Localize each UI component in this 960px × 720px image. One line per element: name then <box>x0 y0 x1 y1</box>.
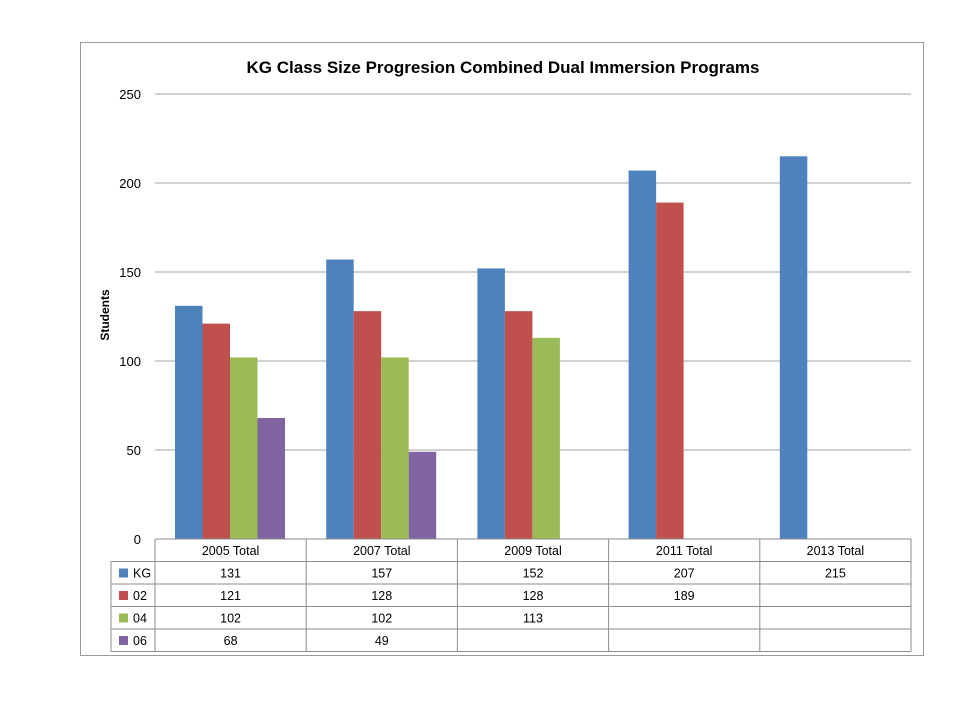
y-tick-labels: 0 50 100 150 200 250 <box>119 87 141 547</box>
data-value: 207 <box>674 567 695 581</box>
data-table: 2005 Total 2007 Total 2009 Total 2011 Total… <box>110 538 912 652</box>
category-label: 2009 Total <box>504 544 561 558</box>
data-value: 189 <box>674 589 695 603</box>
y-tick-label: 200 <box>119 176 141 191</box>
legend-key-04 <box>119 613 128 623</box>
bar-06-2005-total <box>257 417 285 539</box>
chart-title: KG Class Size Progresion Combined Dual I… <box>247 58 760 77</box>
data-value: 152 <box>523 567 544 581</box>
bar-KG-2013-total <box>779 156 808 540</box>
y-tick-label: 150 <box>119 265 141 280</box>
category-label: 2007 Total <box>353 544 410 558</box>
data-value: 128 <box>371 589 392 603</box>
chart-frame: KG Class Size Progresion Combined Dual I… <box>80 42 924 656</box>
chart-svg: KG Class Size Progresion Combined Dual I… <box>98 58 912 652</box>
legend-key-02 <box>119 591 128 600</box>
y-axis-label: Students <box>98 289 112 341</box>
data-value: 128 <box>523 589 544 603</box>
data-value: 121 <box>220 589 241 603</box>
bar-04-2007-total <box>381 357 409 539</box>
bar-02-2007-total <box>353 311 382 539</box>
bar-KG-2007-total <box>326 259 354 539</box>
bar-04-2005-total <box>230 357 258 539</box>
y-tick-label: 100 <box>119 354 141 369</box>
category-label: 2013 Total <box>807 544 864 558</box>
series-label: 04 <box>133 612 147 626</box>
bar-04-2009-total <box>532 337 560 539</box>
data-value: 49 <box>375 634 389 648</box>
category-label: 2005 Total <box>202 544 259 558</box>
series-label: KG <box>133 567 151 581</box>
bar-02-2011-total <box>656 202 684 539</box>
bar-KG-2005-total <box>175 305 203 539</box>
data-value: 68 <box>224 634 238 648</box>
bar-06-2007-total <box>408 451 437 539</box>
category-label: 2011 Total <box>656 544 713 558</box>
data-value: 113 <box>523 612 543 626</box>
data-value: 215 <box>825 567 846 581</box>
bar-02-2009-total <box>504 311 533 539</box>
bars <box>175 156 808 540</box>
y-tick-label: 0 <box>134 532 141 547</box>
y-tick-label: 50 <box>127 443 141 458</box>
series-label: 06 <box>133 634 147 648</box>
data-value: 157 <box>371 567 392 581</box>
legend-key-KG <box>119 568 128 578</box>
data-value: 131 <box>220 567 241 581</box>
data-value: 102 <box>220 612 241 626</box>
series-label: 02 <box>133 589 147 603</box>
legend-key-06 <box>119 636 128 645</box>
bar-KG-2009-total <box>477 268 505 539</box>
y-tick-label: 250 <box>119 87 141 102</box>
data-value: 102 <box>371 612 392 626</box>
bar-02-2005-total <box>202 323 230 539</box>
bar-KG-2011-total <box>628 170 657 539</box>
